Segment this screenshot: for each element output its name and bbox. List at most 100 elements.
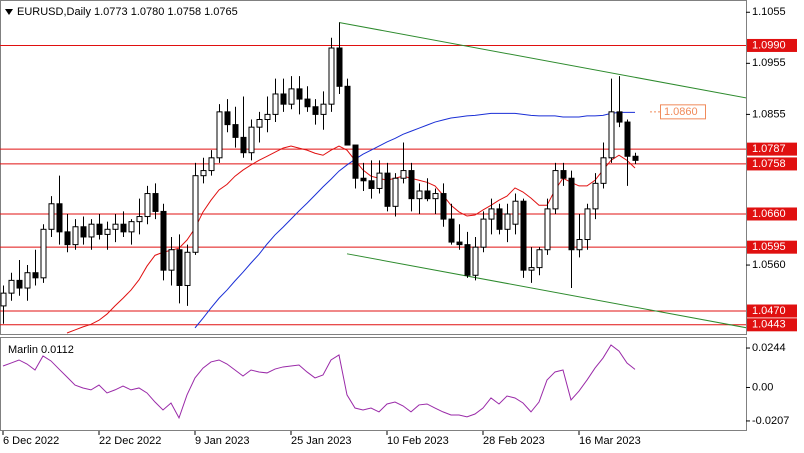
candle-body xyxy=(568,177,575,251)
trendline xyxy=(346,253,746,329)
candle-body xyxy=(32,272,39,279)
candle-body xyxy=(128,221,135,233)
candle-body xyxy=(176,249,183,286)
candle-body xyxy=(328,47,335,105)
candle-body xyxy=(536,249,543,269)
candle-body xyxy=(296,88,303,100)
candle-body xyxy=(72,226,79,246)
candle-body xyxy=(600,157,607,184)
candle-body xyxy=(440,193,447,220)
candle-body xyxy=(592,182,599,210)
menu-arrow[interactable] xyxy=(5,9,13,15)
candle-body xyxy=(448,218,455,243)
candle-body xyxy=(168,249,175,271)
candle-body xyxy=(16,279,23,289)
candle-body xyxy=(336,47,343,87)
candle-body xyxy=(360,177,367,182)
candle-body xyxy=(144,193,151,218)
indicator-title: Marlin 0.0112 xyxy=(8,344,74,356)
level-box xyxy=(747,318,797,332)
level-label: 1.0470 xyxy=(752,305,786,317)
level-label: 1.0990 xyxy=(752,39,786,51)
candle-body xyxy=(224,111,231,126)
candle-body xyxy=(352,144,359,179)
candle-body xyxy=(200,170,207,177)
main-frame xyxy=(0,0,747,335)
candle-body xyxy=(264,113,271,121)
candle-body xyxy=(280,93,287,105)
candle-body xyxy=(8,279,15,294)
candle-body xyxy=(560,170,567,179)
candle-body xyxy=(344,85,351,146)
level-box xyxy=(747,157,797,171)
x-tick-label: 6 Dec 2022 xyxy=(3,435,59,447)
candle-body xyxy=(416,190,423,200)
y-tick-label: 1.1055 xyxy=(752,6,786,18)
candle-body xyxy=(464,244,471,276)
line-series xyxy=(2,344,636,420)
candle-body xyxy=(496,208,503,230)
candle-body xyxy=(544,208,551,251)
candle-body xyxy=(584,208,591,241)
y-tick-label: 0.0244 xyxy=(752,342,786,354)
candle-body xyxy=(616,111,623,123)
candle-body xyxy=(424,190,431,200)
candle-body xyxy=(576,239,583,251)
chart-title: EURUSD,Daily 1.0773 1.0780 1.0758 1.0765 xyxy=(17,6,238,18)
candle-body xyxy=(232,124,239,138)
x-tick-label: 10 Feb 2023 xyxy=(387,435,449,447)
candle-body xyxy=(304,98,311,108)
level-label: 1.0595 xyxy=(752,241,786,253)
candle-body xyxy=(240,136,247,154)
x-tick-label: 22 Dec 2022 xyxy=(99,435,161,447)
line-series xyxy=(194,111,635,329)
level-box xyxy=(747,240,797,254)
candle-body xyxy=(432,193,439,200)
candle-body xyxy=(504,213,511,230)
y-tick-label: 0.00 xyxy=(752,381,773,393)
x-tick-label: 28 Feb 2023 xyxy=(483,435,545,447)
candle-body xyxy=(408,170,415,200)
candle-body xyxy=(272,93,279,115)
level-box xyxy=(747,207,797,221)
candle-body xyxy=(624,121,631,157)
y-tick-label: 1.0560 xyxy=(752,259,786,271)
candle-body xyxy=(528,267,535,271)
indicator-plot xyxy=(2,344,636,420)
candle-body xyxy=(368,180,375,189)
candle-body xyxy=(136,216,143,223)
candle-body xyxy=(88,223,95,238)
candle-body xyxy=(56,203,63,233)
level-box xyxy=(747,142,797,156)
candle-body xyxy=(216,111,223,159)
price-label-box xyxy=(660,104,706,120)
x-tick-label: 9 Jan 2023 xyxy=(195,435,249,447)
candle-body xyxy=(320,103,327,115)
x-tick-label: 25 Jan 2023 xyxy=(291,435,352,447)
candle-body xyxy=(256,119,263,128)
candle-body xyxy=(488,208,495,220)
indicator-frame xyxy=(0,337,747,431)
x-tick-label: 16 Mar 2023 xyxy=(579,435,641,447)
price-label: 1.0860 xyxy=(664,106,698,118)
level-label: 1.0660 xyxy=(752,208,786,220)
candle-body xyxy=(552,170,559,210)
y-tick-label: 1.0955 xyxy=(752,57,786,69)
candle-body xyxy=(120,223,127,233)
candle-body xyxy=(376,172,383,189)
level-label: 1.0443 xyxy=(752,319,786,331)
candle-body xyxy=(480,218,487,248)
y-tick-label: -0.0207 xyxy=(752,415,789,427)
candle-body xyxy=(248,126,255,154)
candle-body xyxy=(608,111,615,159)
axes: 1.1055 1.0955 1.0855 1.0560 1.0990 1.0787 1.07… xyxy=(2,6,797,447)
trendline xyxy=(338,21,746,99)
candle-body xyxy=(392,177,399,207)
candle-body xyxy=(472,246,479,276)
main-plot xyxy=(0,21,746,334)
candle-body xyxy=(184,251,191,286)
candle-body xyxy=(632,155,639,161)
candle-body xyxy=(520,200,527,271)
level-label: 1.0787 xyxy=(752,143,786,155)
